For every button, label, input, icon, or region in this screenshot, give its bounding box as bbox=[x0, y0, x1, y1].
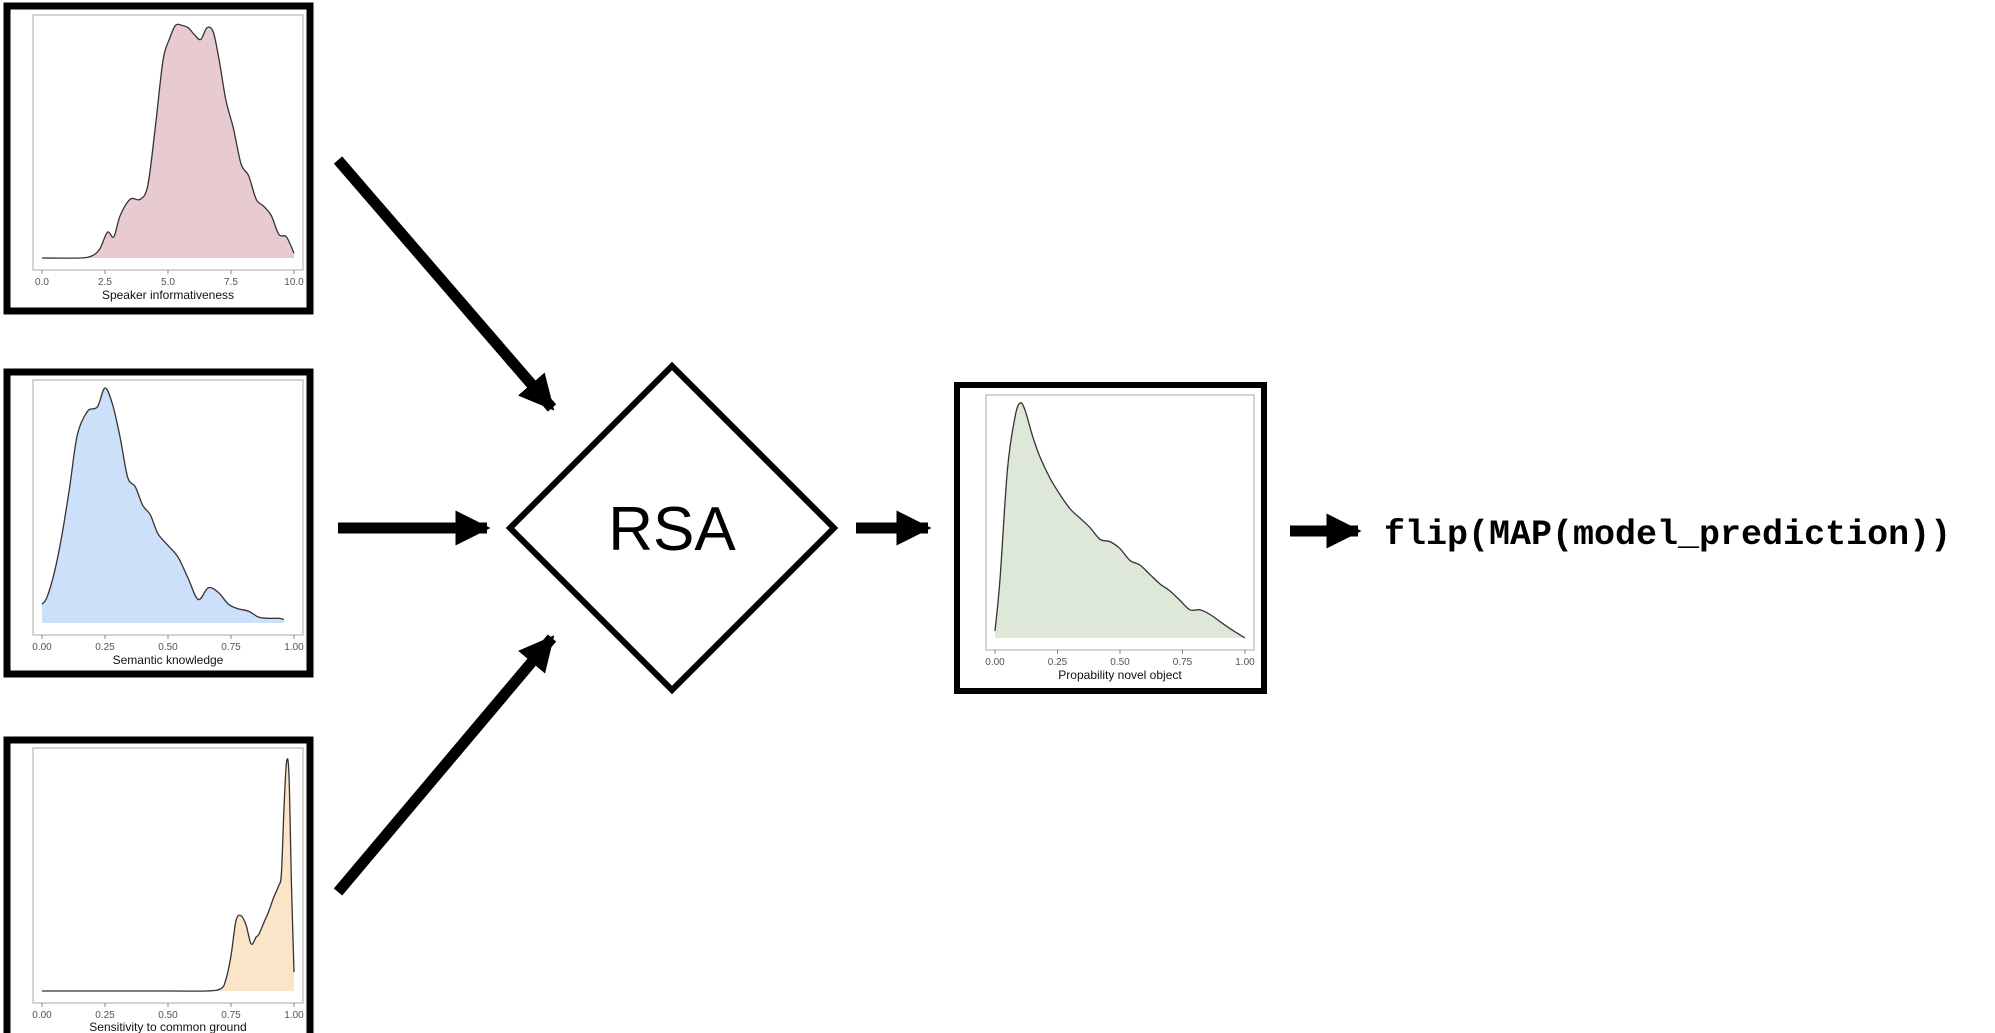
panel-model-prediction: 0.00 0.25 0.50 0.75 1.00 Propability novel o… bbox=[954, 382, 1267, 694]
x-tick-label: 5.0 bbox=[161, 277, 175, 288]
x-tick-label: 1.00 bbox=[1235, 657, 1255, 668]
rsa-diamond bbox=[505, 361, 839, 695]
panel-common-ground: 0.00 0.25 0.50 0.75 1.00 Sensitivity to comm… bbox=[3, 736, 314, 1033]
density-fill bbox=[995, 402, 1245, 638]
x-axis-ticks: 0.00 0.25 0.50 0.75 1.00 bbox=[32, 635, 304, 653]
x-tick-label: 0.50 bbox=[1110, 657, 1130, 668]
x-tick-label: 10.0 bbox=[284, 277, 304, 288]
panel-speaker-informativeness: 0.0 2.5 5.0 7.5 10.0 Speaker informativeness bbox=[3, 2, 314, 315]
x-axis-label: Semantic knowledge bbox=[113, 653, 224, 667]
x-axis-ticks: 0.00 0.25 0.50 0.75 1.00 bbox=[32, 1003, 304, 1021]
x-tick-label: 0.25 bbox=[95, 1010, 115, 1021]
x-tick-label: 0.0 bbox=[35, 277, 49, 288]
x-tick-label: 1.00 bbox=[284, 642, 304, 653]
density-curve bbox=[41, 23, 295, 259]
arrow-common-ground-to-rsa bbox=[333, 634, 557, 896]
x-tick-label: 0.00 bbox=[32, 642, 52, 653]
x-tick-label: 0.25 bbox=[1048, 657, 1068, 668]
panel-semantic-knowledge: 0.00 0.25 0.50 0.75 1.00 Semantic knowledge bbox=[3, 368, 314, 678]
rsa-label: RSA bbox=[608, 495, 736, 564]
density-fill bbox=[42, 387, 284, 623]
density-curve bbox=[41, 758, 295, 992]
density-fill bbox=[42, 758, 294, 992]
x-tick-label: 0.00 bbox=[985, 657, 1005, 668]
density-fill bbox=[42, 24, 294, 259]
x-tick-label: 2.5 bbox=[98, 277, 112, 288]
x-tick-label: 0.75 bbox=[221, 1010, 241, 1021]
x-tick-label: 1.00 bbox=[284, 1010, 304, 1021]
arrow-speaker-to-rsa bbox=[333, 156, 557, 412]
x-tick-label: 0.75 bbox=[1173, 657, 1193, 668]
x-tick-label: 7.5 bbox=[224, 277, 238, 288]
x-tick-label: 0.25 bbox=[95, 642, 115, 653]
x-axis-label: Sensitivity to common ground bbox=[89, 1020, 246, 1033]
x-axis-ticks: 0.00 0.25 0.50 0.75 1.00 bbox=[985, 650, 1255, 668]
x-tick-label: 0.50 bbox=[158, 1010, 178, 1021]
x-tick-label: 0.00 bbox=[32, 1010, 52, 1021]
rsa-node: RSA bbox=[505, 361, 839, 695]
x-axis-label: Speaker informativeness bbox=[102, 288, 234, 302]
density-curve bbox=[994, 402, 1246, 639]
density-curve bbox=[41, 387, 285, 621]
x-tick-label: 0.50 bbox=[158, 642, 178, 653]
output-expression: flip(MAP(model_prediction)) bbox=[1384, 515, 1951, 555]
x-axis-ticks: 0.0 2.5 5.0 7.5 10.0 bbox=[35, 270, 304, 288]
x-tick-label: 0.75 bbox=[221, 642, 241, 653]
x-axis-label: Propability novel object bbox=[1058, 668, 1182, 682]
